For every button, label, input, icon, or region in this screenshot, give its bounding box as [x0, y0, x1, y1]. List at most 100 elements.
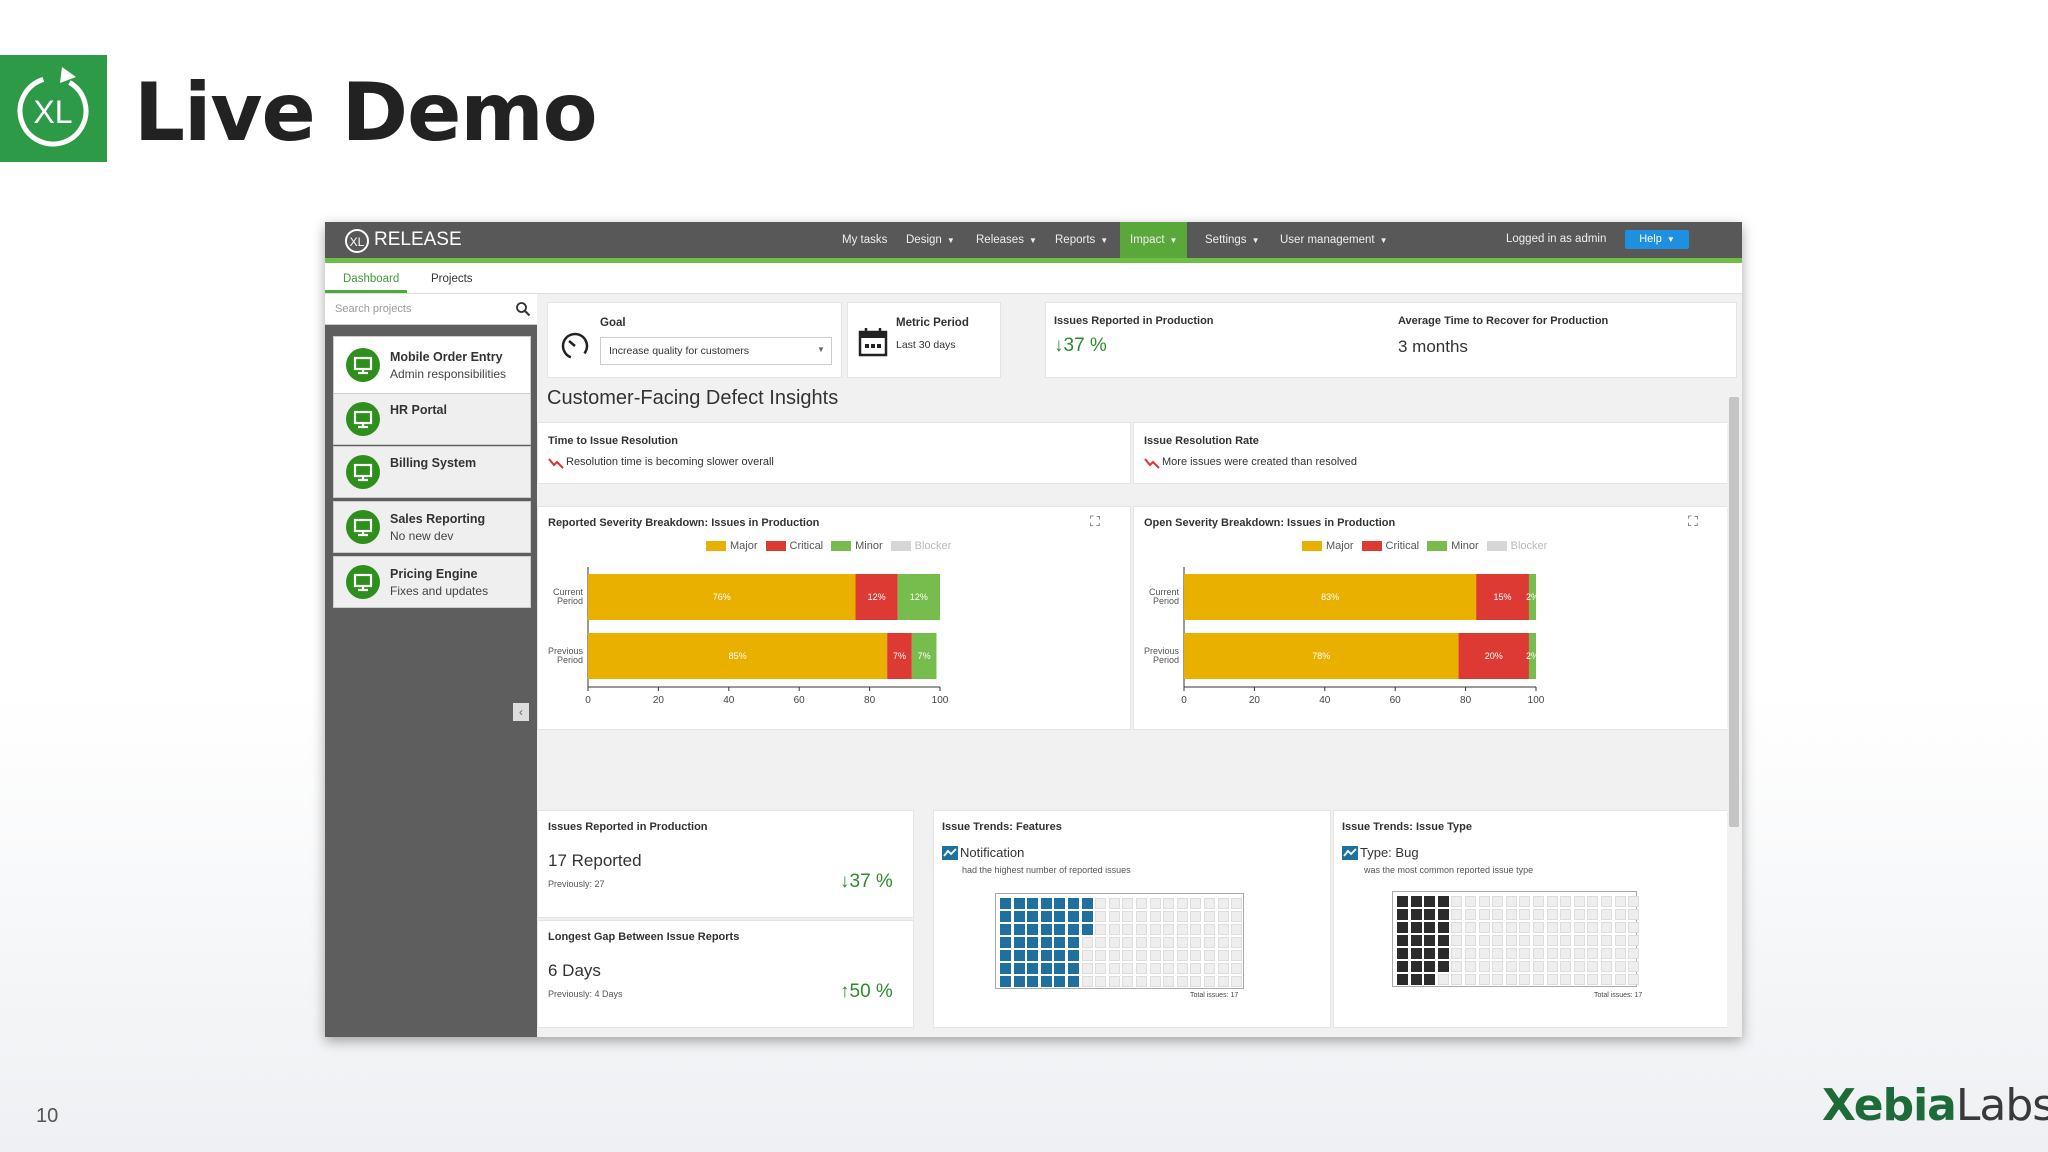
search-projects-input[interactable]: Search projects: [325, 294, 537, 325]
app-name: RELEASE: [374, 229, 462, 250]
slide-title: Live Demo: [134, 66, 598, 159]
help-button[interactable]: Help ▼: [1625, 230, 1689, 249]
waffle-cell: [1601, 974, 1612, 985]
type-line: Type: Bug: [1360, 845, 1419, 860]
legend-swatch: [1486, 541, 1507, 552]
project-card[interactable]: Pricing Engine Fixes and updates: [333, 556, 531, 608]
features-total: Total issues: 17: [1190, 992, 1239, 999]
waffle-cell: [1081, 963, 1093, 974]
waffle-cell: [1176, 950, 1188, 961]
legend-label: Major: [1326, 540, 1354, 552]
open-severity-card: Open Severity Breakdown: Issues in Produ…: [1133, 506, 1729, 730]
waffle-cell: [1424, 922, 1436, 933]
waffle-cell: [1190, 963, 1202, 974]
chevron-down-icon: ▼: [1169, 236, 1178, 245]
waffle-cell: [1108, 924, 1120, 935]
expand-icon[interactable]: ⛶: [1090, 513, 1100, 529]
waffle-cell: [1546, 974, 1558, 985]
waffle-cell: [1231, 911, 1243, 922]
legend-item[interactable]: Blocker: [890, 540, 951, 552]
project-card[interactable]: Sales Reporting No new dev: [333, 501, 531, 553]
tick-label: 20: [653, 695, 665, 706]
waffle-cell: [1560, 935, 1572, 946]
waffle-cell: [1122, 950, 1134, 961]
nav-item[interactable]: User management ▼: [1270, 222, 1398, 258]
legend-item[interactable]: Critical: [765, 540, 823, 552]
project-card[interactable]: Billing System: [333, 446, 531, 498]
legend-swatch: [890, 541, 911, 552]
category-label: Current: [553, 587, 584, 597]
project-sidebar: Search projects Mobile Order Entry Admin …: [325, 294, 537, 1037]
chevron-down-icon: ▼: [1379, 236, 1388, 245]
waffle-cell: [1190, 911, 1202, 922]
waffle-cell: [1505, 909, 1517, 920]
legend-item[interactable]: Major: [706, 540, 758, 552]
tick-label: 40: [1319, 695, 1331, 706]
type-prefix: Type:: [1360, 845, 1392, 860]
resolution-rate-text: More issues were created than resolved: [1162, 456, 1358, 468]
waffle-cell: [1068, 911, 1079, 922]
legend-item[interactable]: Blocker: [1486, 540, 1547, 552]
type-desc: was the most common reported issue type: [1364, 865, 1534, 875]
waffle-cell: [1231, 950, 1243, 961]
nav-item[interactable]: Releases ▼: [966, 222, 1047, 258]
data-label: 7%: [893, 651, 906, 661]
waffle-cell: [1190, 937, 1202, 948]
waffle-cell: [1027, 898, 1039, 909]
nav-item[interactable]: Settings ▼: [1195, 222, 1269, 258]
waffle-cell: [1437, 896, 1449, 907]
waffle-cell: [1163, 937, 1175, 948]
waffle-cell: [1492, 909, 1504, 920]
waffle-cell: [1573, 922, 1585, 933]
recover-time-value: 3 months: [1398, 337, 1468, 356]
monitor-icon: [346, 402, 380, 436]
chevron-down-icon: ▼: [817, 345, 825, 354]
search-icon[interactable]: [515, 301, 531, 317]
brand-main: Xebia: [1822, 1080, 1957, 1131]
legend-item[interactable]: Major: [1302, 540, 1354, 552]
waffle-cell: [1424, 974, 1436, 985]
legend-item[interactable]: Critical: [1361, 540, 1419, 552]
nav-item[interactable]: Design ▼: [896, 222, 965, 258]
scrollbar-thumb[interactable]: [1729, 397, 1739, 827]
reported-previous: Previously: 27: [548, 879, 605, 889]
waffle-cell: [1397, 909, 1408, 920]
gap-previous: Previously: 4 Days: [548, 989, 623, 999]
project-card[interactable]: Mobile Order Entry Admin responsibilities: [333, 336, 531, 394]
waffle-cell: [1176, 898, 1188, 909]
goal-select[interactable]: Increase quality for customers ▼: [600, 337, 832, 365]
legend-item[interactable]: Minor: [831, 540, 883, 552]
waffle-cell: [1519, 974, 1531, 985]
legend-item[interactable]: Minor: [1427, 540, 1479, 552]
waffle-cell: [1149, 937, 1161, 948]
tab-dashboard[interactable]: Dashboard: [343, 273, 400, 285]
type-total: Total issues: 17: [1594, 992, 1643, 999]
active-tab-indicator: [325, 290, 407, 293]
waffle-cell: [1081, 937, 1093, 948]
monitor-icon: [346, 348, 380, 382]
waffle-cell: [1560, 961, 1572, 972]
waffle-cell: [1587, 948, 1599, 959]
subnav: Dashboard Projects: [325, 263, 1742, 294]
tab-projects[interactable]: Projects: [431, 273, 473, 285]
waffle-cell: [1081, 976, 1093, 987]
waffle-cell: [1095, 937, 1107, 948]
nav-item[interactable]: Reports ▼: [1045, 222, 1118, 258]
waffle-cell: [1204, 976, 1215, 987]
type-title: Issue Trends: Issue Type: [1342, 821, 1473, 833]
nav-item[interactable]: My tasks: [832, 222, 897, 258]
waffle-cell: [1108, 950, 1120, 961]
waffle-cell: [1533, 974, 1544, 985]
waffle-cell: [1533, 961, 1544, 972]
waffle-cell: [1424, 935, 1436, 946]
waffle-cell: [1546, 909, 1558, 920]
reported-change: ↓37 %: [840, 871, 893, 893]
nav-item[interactable]: Impact ▼: [1120, 222, 1188, 258]
waffle-cell: [1410, 948, 1422, 959]
collapse-sidebar-button[interactable]: ‹: [513, 703, 529, 721]
chevron-down-icon: ▼: [1028, 236, 1037, 245]
nav-item-label: User management: [1280, 234, 1375, 246]
expand-icon[interactable]: ⛶: [1688, 513, 1698, 529]
category-label: Period: [557, 655, 583, 665]
project-card[interactable]: HR Portal: [333, 393, 531, 445]
